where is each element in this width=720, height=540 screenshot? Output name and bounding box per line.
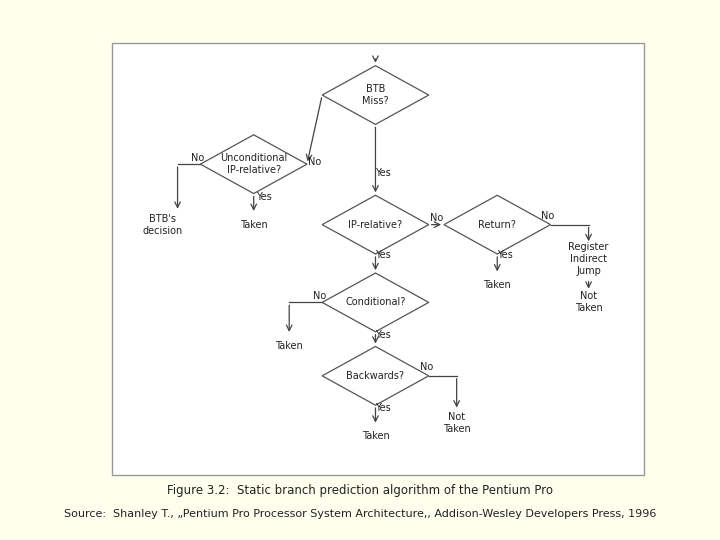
Text: Taken: Taken xyxy=(483,280,511,290)
Text: Backwards?: Backwards? xyxy=(346,371,405,381)
Text: No: No xyxy=(420,362,433,372)
Text: Yes: Yes xyxy=(375,330,391,340)
Polygon shape xyxy=(322,195,428,254)
Text: Taken: Taken xyxy=(275,341,303,350)
Text: Register
Indirect
Jump: Register Indirect Jump xyxy=(568,242,609,276)
Text: BTB's
decision: BTB's decision xyxy=(143,214,182,235)
Text: No: No xyxy=(308,157,321,167)
Text: Yes: Yes xyxy=(375,168,391,178)
Text: Unconditional
IP-relative?: Unconditional IP-relative? xyxy=(220,153,287,175)
Text: Figure 3.2:  Static branch prediction algorithm of the Pentium Pro: Figure 3.2: Static branch prediction alg… xyxy=(167,484,553,497)
Polygon shape xyxy=(200,135,307,193)
Text: No: No xyxy=(430,213,443,223)
Text: Taken: Taken xyxy=(240,220,268,229)
Polygon shape xyxy=(322,347,428,405)
Text: Taken: Taken xyxy=(361,431,390,441)
Text: No: No xyxy=(192,153,204,163)
Text: Yes: Yes xyxy=(375,403,391,413)
Polygon shape xyxy=(322,273,428,332)
Text: IP-relative?: IP-relative? xyxy=(348,220,402,229)
Text: No: No xyxy=(313,291,326,301)
Polygon shape xyxy=(444,195,551,254)
Text: Source:  Shanley T., „Pentium Pro Processor System Architecture,, Addison-Wesley: Source: Shanley T., „Pentium Pro Process… xyxy=(64,509,656,519)
Text: Not
Taken: Not Taken xyxy=(575,292,603,313)
Text: Conditional?: Conditional? xyxy=(346,298,405,307)
Text: No: No xyxy=(541,211,554,221)
Text: Yes: Yes xyxy=(497,250,513,260)
Polygon shape xyxy=(322,66,428,124)
Text: Return?: Return? xyxy=(478,220,516,229)
Text: Not
Taken: Not Taken xyxy=(443,413,471,434)
Bar xyxy=(112,43,644,475)
Text: Yes: Yes xyxy=(375,250,391,260)
Text: BTB
Miss?: BTB Miss? xyxy=(362,84,389,106)
Text: Yes: Yes xyxy=(256,192,271,201)
